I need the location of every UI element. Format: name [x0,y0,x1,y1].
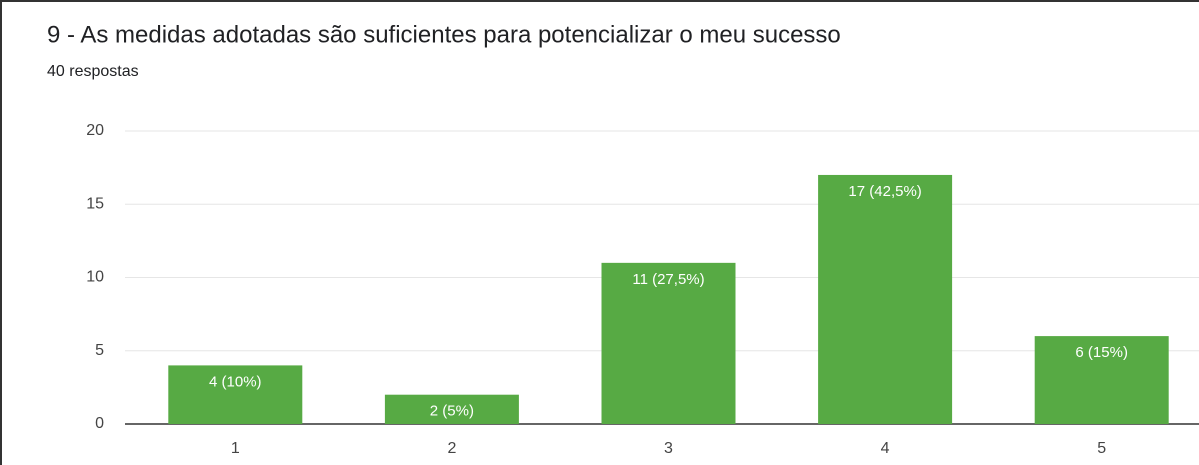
chart-title: 9 - As medidas adotadas são suficientes … [47,21,841,48]
y-tick-label: 5 [95,342,104,359]
y-tick-label: 20 [86,122,104,139]
value-label: 11 (27,5%) [632,271,704,288]
value-label: 17 (42,5%) [848,183,921,200]
bar [601,262,736,424]
y-tick-label: 0 [95,415,104,432]
bar [818,174,953,424]
x-tick-label: 3 [664,440,673,457]
y-tick-label: 10 [86,269,104,286]
y-tick-label: 15 [86,195,104,212]
value-label: 6 (15%) [1075,344,1128,361]
x-tick-label: 1 [231,440,240,457]
x-tick-label: 4 [881,440,890,457]
bar [1034,336,1169,424]
x-tick-label: 2 [447,440,456,457]
bar [384,394,519,424]
value-label: 4 (10%) [209,373,262,390]
x-tick-label: 5 [1097,440,1106,457]
bar [168,365,303,424]
chart-subtitle: 40 respostas [47,63,139,80]
value-label: 2 (5%) [430,403,474,420]
